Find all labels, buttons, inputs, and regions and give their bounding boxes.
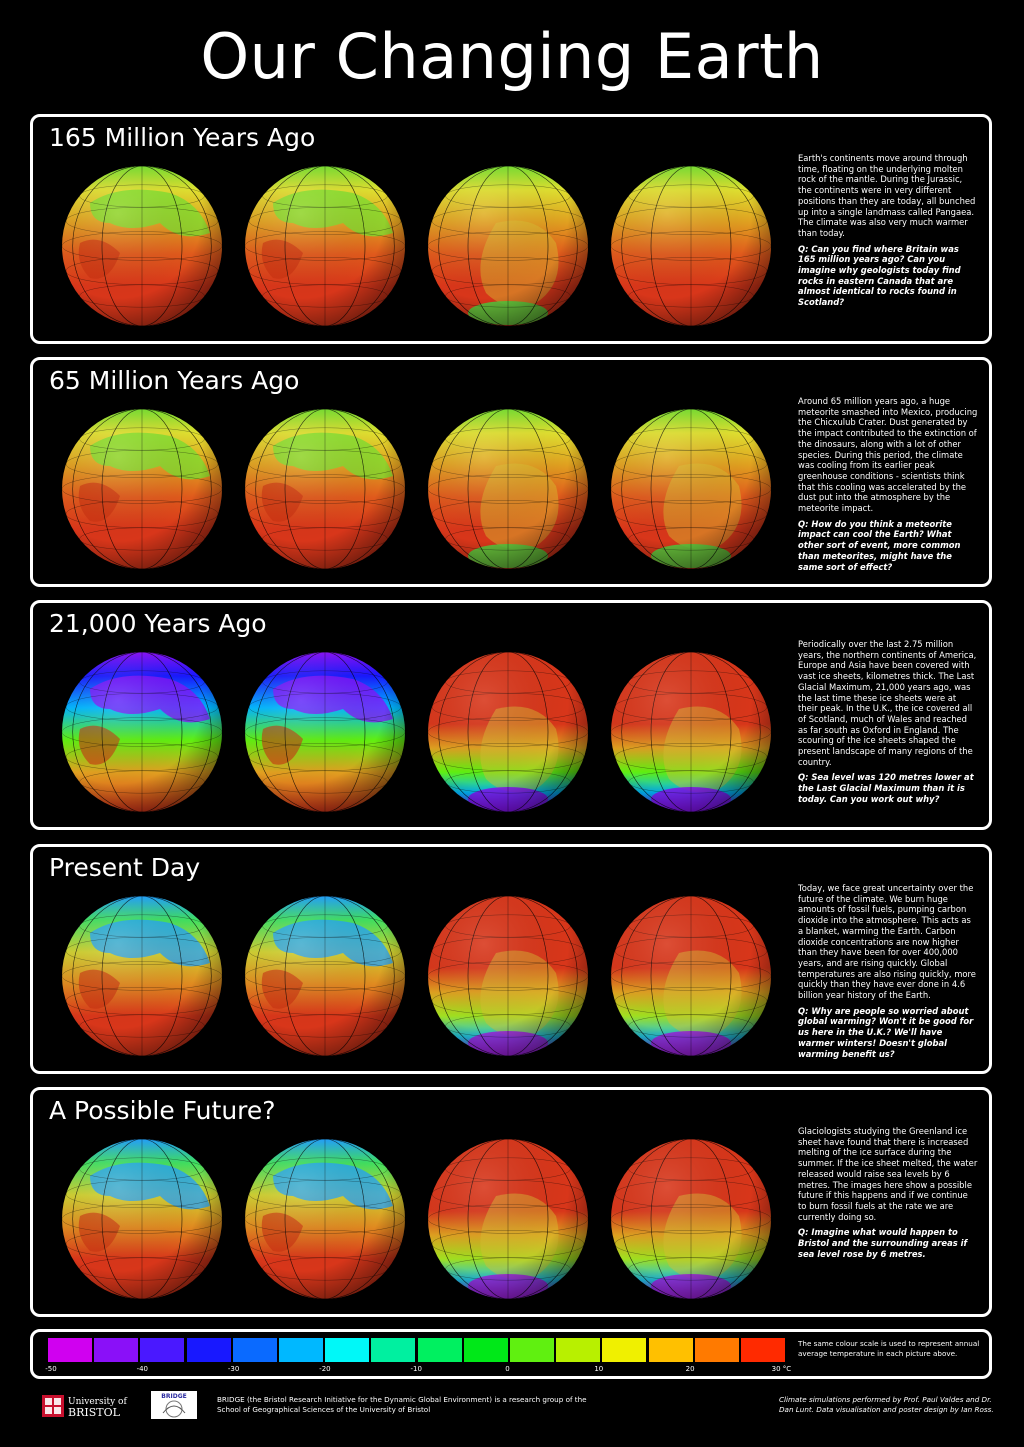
colour-swatch bbox=[48, 1338, 92, 1362]
globe-view-2 bbox=[245, 896, 405, 1056]
colour-swatch bbox=[140, 1338, 185, 1362]
globe-view-3 bbox=[428, 1139, 588, 1299]
era-heading: 165 Million Years Ago bbox=[49, 123, 316, 152]
scale-tick-label: -20 bbox=[319, 1365, 331, 1373]
globe-view-1 bbox=[62, 166, 222, 326]
credits-text: Climate simulations performed by Prof. P… bbox=[779, 1395, 994, 1414]
era-question: Q: Imagine what would happen to Bristol … bbox=[798, 1227, 968, 1259]
colour-swatch bbox=[510, 1338, 554, 1362]
era-description: Around 65 million years ago, a huge mete… bbox=[798, 396, 978, 577]
bridge-logo: BRIDGE bbox=[151, 1391, 197, 1419]
era-heading: A Possible Future? bbox=[49, 1096, 276, 1125]
bristol-logo-top-text: University of bbox=[68, 1397, 127, 1407]
bridge-description: BRIDGE (the Bristol Research Initiative … bbox=[217, 1395, 587, 1414]
scale-tick-label: 20 bbox=[685, 1365, 695, 1373]
globe-view-2 bbox=[245, 409, 405, 569]
era-text: Earth's continents move around through t… bbox=[798, 153, 976, 238]
era-heading: 65 Million Years Ago bbox=[49, 366, 300, 395]
era-heading: Present Day bbox=[49, 853, 201, 882]
era-panel: Present Day bbox=[30, 844, 992, 1074]
colour-swatch bbox=[325, 1338, 370, 1362]
scale-tick-label: -50 bbox=[45, 1365, 57, 1373]
era-description: Today, we face great uncertainty over th… bbox=[798, 883, 978, 1064]
globe-view-3 bbox=[428, 652, 588, 812]
globe-view-3 bbox=[428, 409, 588, 569]
poster-title: Our Changing Earth bbox=[200, 20, 824, 93]
globe-view-2 bbox=[245, 1139, 405, 1299]
era-question: Q: Why are people so worried about globa… bbox=[798, 1005, 974, 1059]
bridge-logo-text: BRIDGE bbox=[161, 1393, 186, 1400]
colour-swatch bbox=[648, 1338, 693, 1362]
scale-tick-label: -40 bbox=[136, 1365, 149, 1373]
bristol-logo-bottom-text: BRISTOL bbox=[68, 1406, 121, 1419]
era-text: Periodically over the last 2.75 million … bbox=[798, 639, 977, 767]
colour-swatch bbox=[556, 1338, 601, 1362]
globe-view-3 bbox=[428, 896, 588, 1056]
era-text: Today, we face great uncertainty over th… bbox=[798, 883, 976, 1001]
era-heading: 21,000 Years Ago bbox=[49, 609, 267, 638]
era-question: Q: Can you find where Britain was 165 mi… bbox=[798, 243, 961, 308]
globe-view-4 bbox=[611, 1139, 771, 1299]
globe-view-3 bbox=[428, 166, 588, 326]
era-question: Q: How do you think a meteorite impact c… bbox=[798, 518, 961, 572]
globe-view-1 bbox=[62, 896, 222, 1056]
era-panel: 65 Million Years Ago bbox=[30, 357, 992, 587]
globe-view-1 bbox=[62, 652, 222, 812]
scale-tick-label: -10 bbox=[410, 1365, 422, 1373]
globe-view-4 bbox=[611, 896, 771, 1056]
era-question: Q: Sea level was 120 metres lower at the… bbox=[798, 772, 974, 804]
scale-tick-label: -30 bbox=[227, 1365, 240, 1373]
colour-swatch bbox=[741, 1338, 785, 1362]
globe-view-4 bbox=[611, 652, 771, 812]
colour-swatch bbox=[94, 1338, 139, 1362]
colour-swatch bbox=[371, 1338, 416, 1362]
era-panel: A Possible Future? bbox=[30, 1087, 992, 1317]
era-panel: 21,000 Years Ago bbox=[30, 600, 992, 830]
scale-tick-label: 30 °C bbox=[771, 1365, 792, 1373]
scale-tick-label: 10 bbox=[594, 1365, 604, 1373]
colour-swatch bbox=[279, 1338, 323, 1362]
colour-swatch bbox=[602, 1338, 647, 1362]
colour-scale-panel: -50 -40 -30 -20 -10 0 10 20 30 °C The same colou… bbox=[30, 1329, 992, 1379]
era-description: Earth's continents move around through t… bbox=[798, 153, 978, 313]
university-of-bristol-logo: University of BRISTOL bbox=[42, 1395, 127, 1419]
era-description: Periodically over the last 2.75 million … bbox=[798, 639, 978, 810]
globe-view-4 bbox=[611, 409, 771, 569]
globe-view-2 bbox=[245, 166, 405, 326]
colour-swatch bbox=[694, 1338, 739, 1362]
globe-view-4 bbox=[611, 166, 771, 326]
colour-swatch bbox=[232, 1338, 277, 1362]
era-text: Around 65 million years ago, a huge mete… bbox=[798, 396, 978, 514]
colour-scale-note: The same colour scale is used to represe… bbox=[798, 1339, 980, 1358]
colour-swatch bbox=[417, 1338, 462, 1362]
globe-view-1 bbox=[62, 1139, 222, 1299]
scale-tick-label: 0 bbox=[505, 1365, 510, 1373]
globe-view-2 bbox=[245, 652, 405, 812]
colour-swatch bbox=[186, 1338, 231, 1362]
era-text: Glaciologists studying the Greenland ice… bbox=[798, 1126, 978, 1222]
colour-swatch bbox=[463, 1338, 508, 1362]
era-description: Glaciologists studying the Greenland ice… bbox=[798, 1126, 978, 1264]
globe-view-1 bbox=[62, 409, 222, 569]
era-panel: 165 Million Years Ago bbox=[30, 114, 992, 344]
